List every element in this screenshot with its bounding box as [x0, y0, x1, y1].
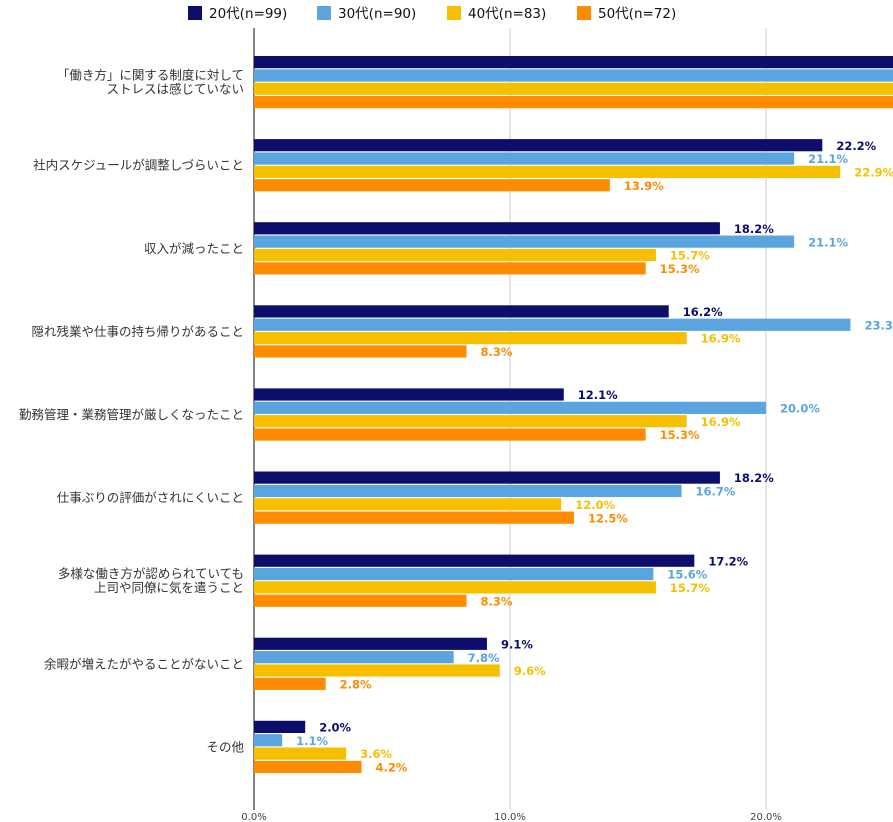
bar-value-label: 18.2%	[734, 222, 774, 236]
bar	[254, 637, 487, 650]
bar	[254, 401, 766, 414]
bar-value-label: 12.1%	[578, 388, 618, 402]
bar-value-label: 17.2%	[708, 554, 748, 568]
legend-label: 20代(n=99)	[209, 6, 287, 22]
bar	[254, 96, 893, 109]
bar	[254, 305, 669, 318]
x-tick-label: 0.0%	[241, 812, 266, 822]
bar	[254, 222, 720, 235]
bar-value-label: 20.0%	[780, 401, 820, 415]
legend-swatch	[447, 6, 461, 20]
bar-value-label: 15.3%	[660, 428, 700, 442]
bar-value-label: 15.6%	[667, 568, 707, 582]
category-label: 多様な働き方が認められていても	[58, 566, 244, 581]
category-label: 収入が減ったこと	[144, 241, 244, 256]
category-label: 余暇が増えたがやることがないこと	[44, 656, 244, 671]
x-axis-ticks: 0.0%10.0%20.0%30.0%40.0%	[241, 812, 782, 822]
bar	[254, 332, 687, 345]
bar	[254, 567, 654, 581]
bar	[254, 594, 467, 607]
bar	[254, 345, 467, 358]
x-tick-label: 20.0%	[750, 812, 782, 822]
bar	[254, 262, 646, 275]
bar-value-label: 22.2%	[836, 139, 876, 153]
bar-value-label: 21.1%	[808, 235, 848, 249]
bar-value-label: 15.7%	[670, 581, 710, 595]
bar	[254, 677, 326, 690]
category-label: 勤務管理・業務管理が厳しくなったこと	[19, 407, 244, 422]
bar-value-label: 9.6%	[514, 664, 546, 678]
x-tick-label: 10.0%	[494, 812, 526, 822]
legend-label: 50代(n=72)	[598, 6, 676, 22]
bar-value-label: 15.7%	[670, 249, 710, 263]
bar-value-label: 18.2%	[734, 471, 774, 485]
bar	[254, 56, 893, 69]
category-labels: 「働き方」に関する制度に対してストレスは感じていない社内スケジュールが調整しづら…	[19, 68, 245, 755]
bar	[254, 747, 347, 760]
legend-swatch	[317, 6, 331, 20]
bar-value-label: 9.1%	[501, 637, 533, 651]
category-label: その他	[206, 739, 244, 754]
bar-value-label: 4.2%	[376, 761, 408, 775]
bar-value-label: 23.3%	[864, 318, 893, 332]
bar	[254, 484, 682, 498]
legend-swatch	[577, 6, 591, 20]
bar-value-label: 8.3%	[480, 345, 512, 359]
category-label: 上司や同僚に気を遣うこと	[94, 580, 244, 595]
chart-legend: 20代(n=99) 30代(n=90) 40代(n=83) 50代(n=72)	[188, 6, 676, 22]
bar	[254, 664, 500, 677]
legend-swatch	[188, 6, 202, 20]
bar	[254, 235, 795, 248]
category-label: ストレスは感じていない	[106, 82, 244, 97]
bar-value-label: 16.9%	[701, 332, 741, 346]
bar	[254, 554, 695, 567]
bar	[254, 82, 893, 95]
bar	[254, 720, 306, 733]
category-label: 「働き方」に関する制度に対して	[57, 68, 244, 83]
bar	[254, 388, 564, 401]
bar	[254, 165, 841, 178]
bar	[254, 760, 362, 774]
bar-value-label: 3.6%	[360, 747, 392, 761]
bar	[254, 152, 795, 165]
bar	[254, 248, 656, 262]
category-label: 仕事ぶりの評価がされにくいこと	[57, 490, 244, 505]
bar	[254, 428, 646, 441]
bar	[254, 471, 720, 484]
bar-value-label: 13.9%	[624, 179, 664, 193]
bar-value-label: 7.8%	[468, 651, 500, 665]
bar	[254, 318, 851, 331]
bar	[254, 734, 283, 747]
category-label: 社内スケジュールが調整しづらいこと	[33, 158, 244, 173]
legend-label: 40代(n=83)	[468, 6, 546, 22]
legend-label: 30代(n=90)	[338, 6, 416, 22]
bar-value-label: 12.0%	[575, 498, 615, 512]
bar	[254, 139, 823, 152]
bar-value-label: 15.3%	[660, 262, 700, 276]
bar-value-label: 2.0%	[319, 721, 351, 735]
bar	[254, 581, 656, 594]
bar-value-label: 16.7%	[696, 485, 736, 499]
category-label: 隠れ残業や仕事の持ち帰りがあること	[31, 324, 244, 339]
bar-value-label: 2.8%	[340, 677, 372, 691]
bar	[254, 415, 687, 428]
bar-value-label: 8.3%	[480, 594, 512, 608]
bar	[254, 498, 562, 511]
bar-value-label: 22.9%	[854, 166, 893, 180]
bar	[254, 651, 454, 664]
bar-value-label: 21.1%	[808, 152, 848, 166]
bar	[254, 69, 893, 82]
bar-value-label: 16.2%	[683, 305, 723, 319]
bar-value-label: 16.9%	[701, 415, 741, 429]
bar	[254, 179, 610, 192]
chart-bars: 32.3%33.3%34.9%45.8%22.2%21.1%22.9%13.9%…	[254, 56, 893, 775]
bar-value-label: 12.5%	[588, 511, 628, 525]
bar	[254, 511, 574, 524]
bar-value-label: 1.1%	[296, 734, 328, 748]
